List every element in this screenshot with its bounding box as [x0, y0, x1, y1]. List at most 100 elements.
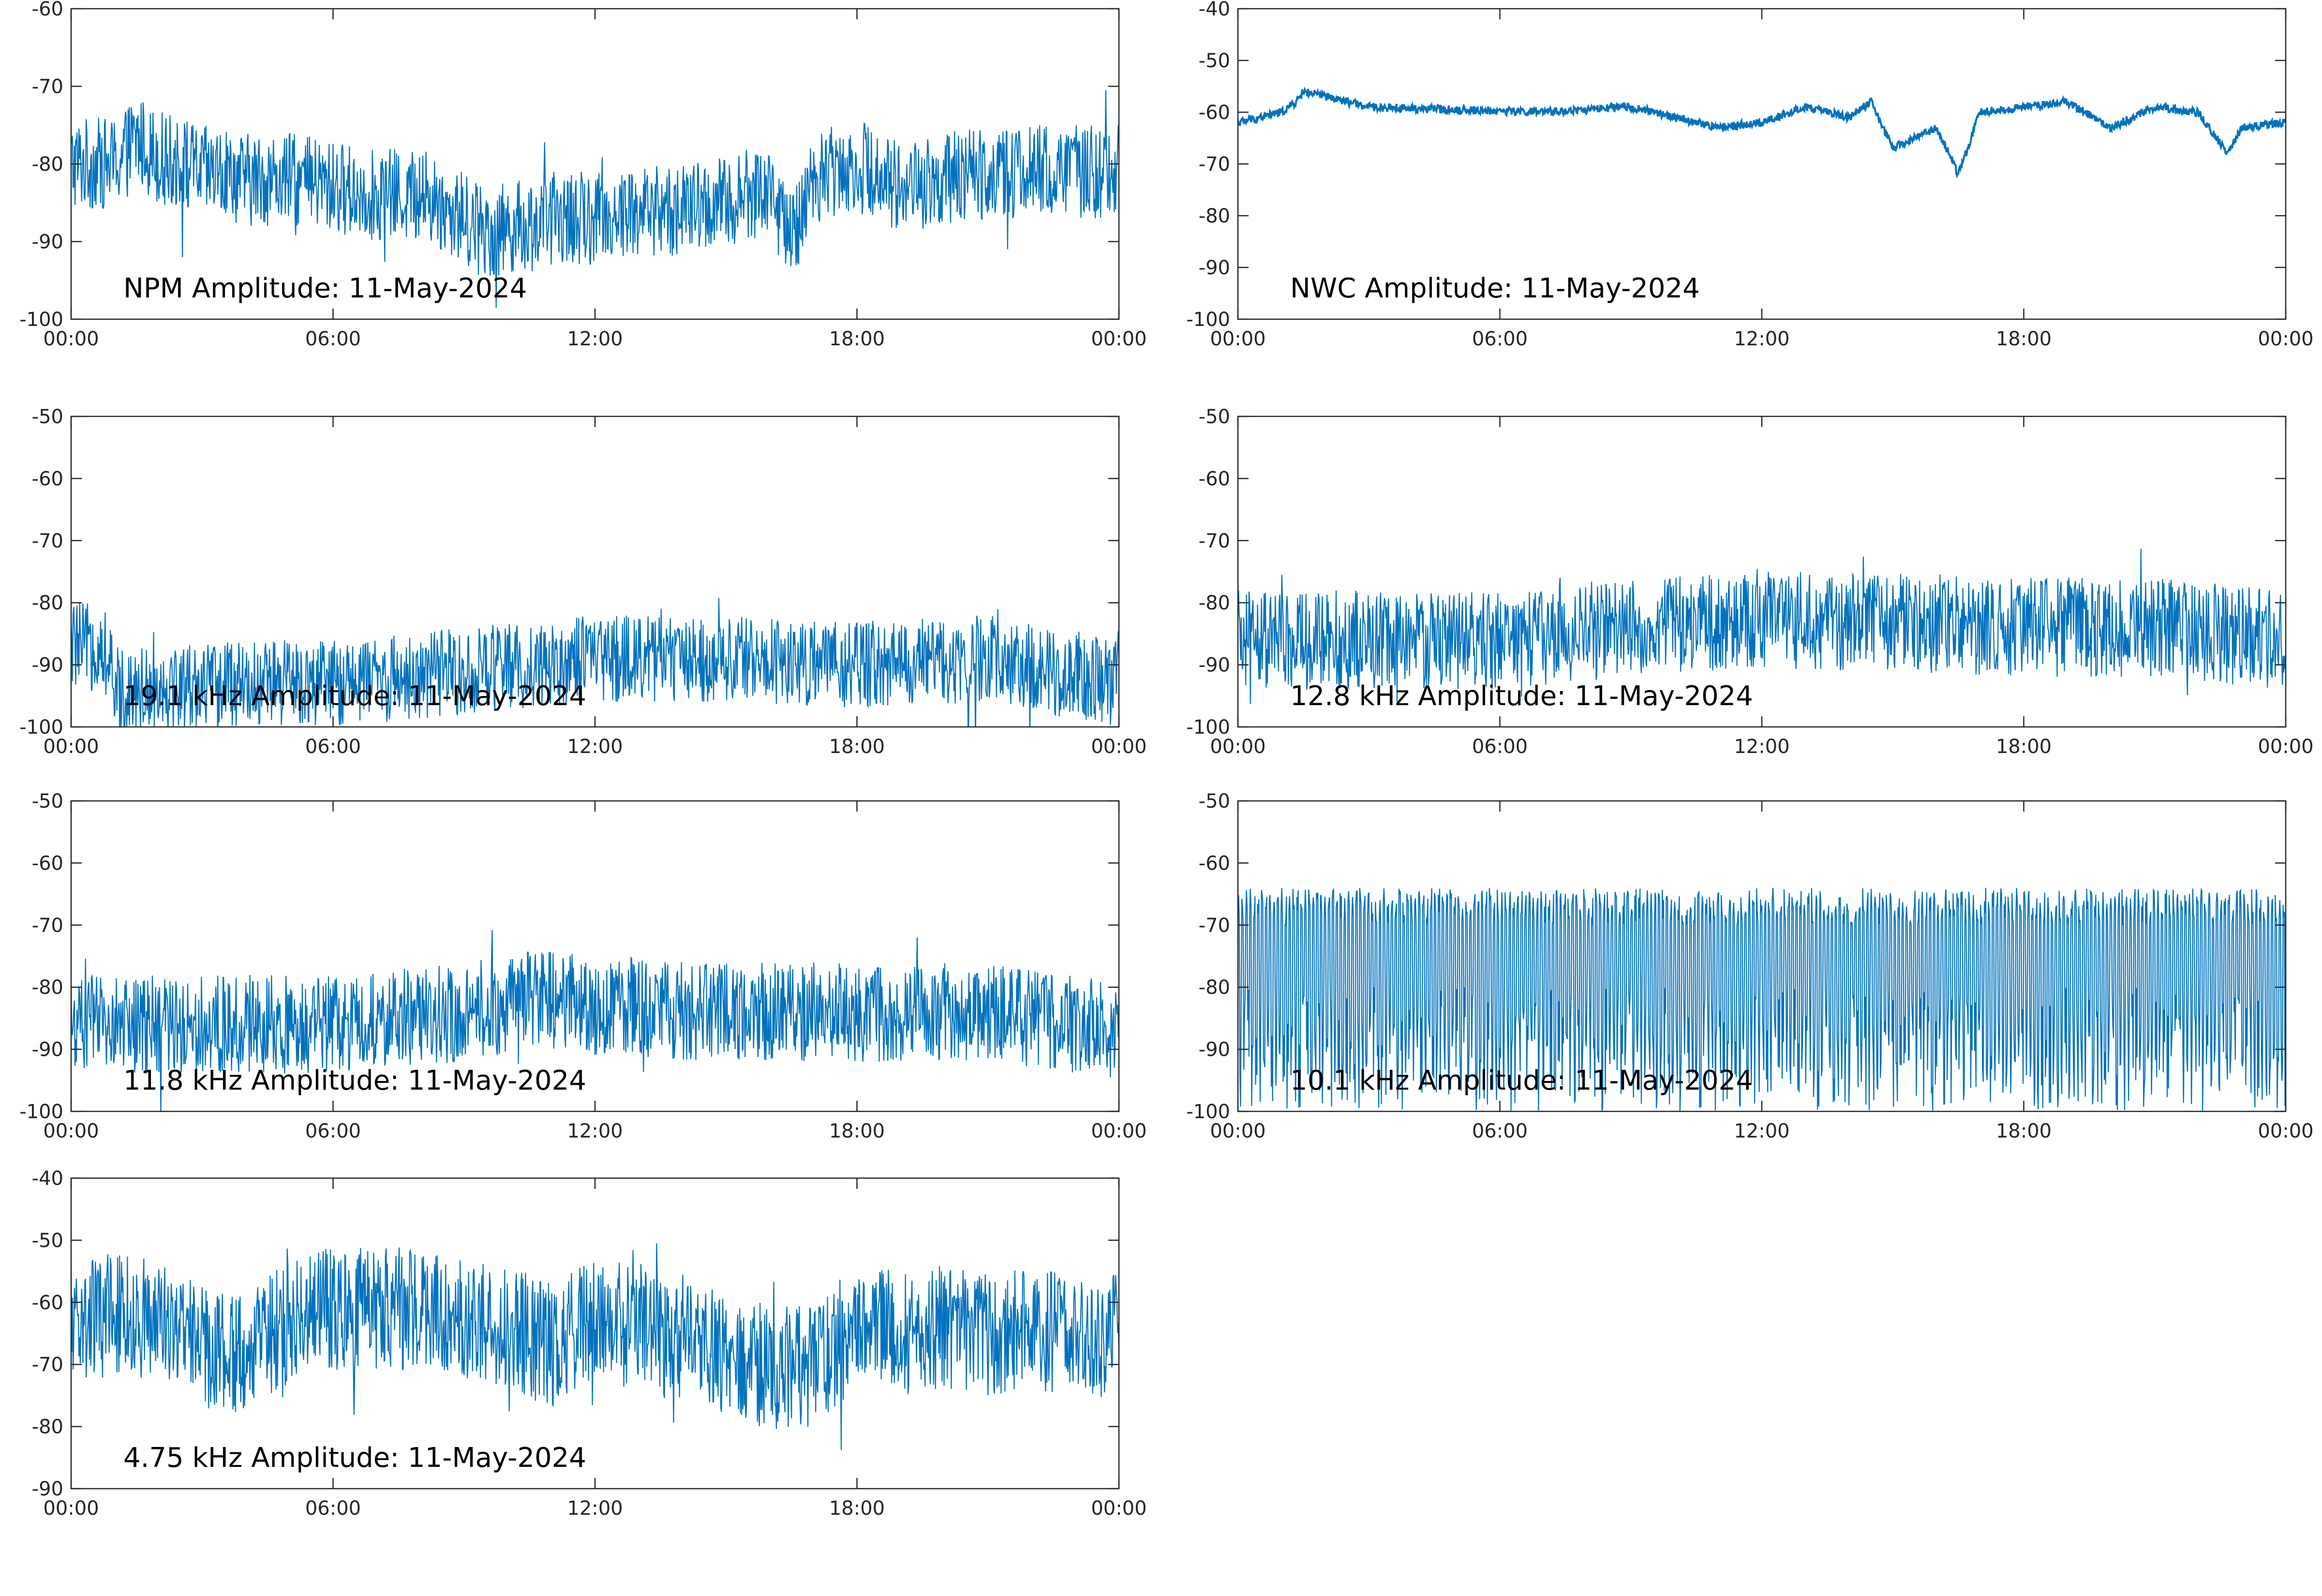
chart-title: 10.1 kHz Amplitude: 11-May-2024 — [1290, 1065, 1753, 1096]
x-tick-label: 12:00 — [567, 328, 623, 350]
y-tick-label: -60 — [32, 852, 63, 874]
y-tick-label: -70 — [1199, 915, 1230, 937]
chart-title: NPM Amplitude: 11-May-2024 — [123, 273, 527, 304]
x-tick-label: 18:00 — [829, 328, 885, 350]
y-tick-label: -60 — [32, 1292, 63, 1314]
series-line — [71, 1243, 1119, 1450]
x-tick-label: 06:00 — [305, 328, 361, 350]
y-tick-label: -100 — [19, 309, 63, 331]
y-tick-label: -80 — [32, 1416, 63, 1438]
x-tick-label: 00:00 — [43, 1120, 99, 1142]
y-tick-label: -90 — [32, 231, 63, 253]
y-tick-label: -100 — [19, 1101, 63, 1123]
chart-title: 4.75 kHz Amplitude: 11-May-2024 — [123, 1442, 586, 1474]
y-tick-label: -80 — [32, 976, 63, 999]
y-tick-label: -50 — [32, 790, 63, 813]
y-tick-label: -70 — [32, 1354, 63, 1376]
y-tick-label: -90 — [1199, 654, 1230, 677]
y-tick-label: -60 — [32, 0, 63, 20]
y-tick-label: -70 — [1199, 530, 1230, 552]
y-tick-label: -40 — [1199, 0, 1230, 20]
series-line — [71, 90, 1119, 308]
chart-title: 12.8 kHz Amplitude: 11-May-2024 — [1290, 680, 1753, 712]
y-tick-label: -70 — [32, 530, 63, 552]
series-line — [1238, 887, 2286, 1111]
x-tick-label: 00:00 — [2258, 328, 2313, 350]
y-tick-label: -60 — [1199, 852, 1230, 874]
x-tick-label: 12:00 — [567, 736, 623, 758]
series-line — [1238, 86, 2286, 179]
y-tick-label: -60 — [1199, 468, 1230, 490]
x-tick-label: 00:00 — [1210, 328, 1265, 350]
y-tick-label: -70 — [32, 76, 63, 98]
y-tick-label: -50 — [32, 1229, 63, 1252]
series-line — [1238, 548, 2286, 704]
y-tick-label: -80 — [32, 592, 63, 614]
y-tick-label: -90 — [1199, 257, 1230, 279]
y-tick-label: -60 — [32, 468, 63, 490]
x-tick-label: 06:00 — [1472, 1120, 1528, 1142]
y-tick-label: -90 — [32, 1478, 63, 1500]
y-tick-label: -40 — [32, 1167, 63, 1190]
x-tick-label: 12:00 — [567, 1497, 623, 1520]
y-tick-label: -50 — [1199, 50, 1230, 72]
x-tick-label: 06:00 — [305, 1497, 361, 1520]
y-tick-label: -80 — [32, 153, 63, 176]
y-tick-label: -70 — [32, 915, 63, 937]
chart-title: 11.8 kHz Amplitude: 11-May-2024 — [123, 1065, 586, 1096]
y-tick-label: -60 — [1199, 102, 1230, 124]
y-tick-label: -80 — [1199, 205, 1230, 227]
y-tick-label: -80 — [1199, 592, 1230, 614]
x-tick-label: 18:00 — [1996, 1120, 2052, 1142]
y-tick-label: -90 — [32, 654, 63, 677]
y-tick-label: -100 — [19, 716, 63, 739]
y-tick-label: -90 — [32, 1039, 63, 1061]
y-tick-label: -90 — [1199, 1039, 1230, 1061]
series-line — [71, 930, 1119, 1111]
y-tick-label: -50 — [1199, 406, 1230, 428]
x-tick-label: 00:00 — [2258, 1120, 2313, 1142]
x-tick-label: 06:00 — [1472, 328, 1528, 350]
x-tick-label: 18:00 — [829, 1120, 885, 1142]
x-tick-label: 18:00 — [829, 1497, 885, 1520]
y-tick-label: -100 — [1186, 1101, 1230, 1123]
x-tick-label: 00:00 — [1091, 328, 1146, 350]
x-tick-label: 12:00 — [1734, 736, 1789, 758]
x-tick-label: 06:00 — [305, 1120, 361, 1142]
x-tick-label: 00:00 — [43, 736, 99, 758]
x-tick-label: 00:00 — [43, 328, 99, 350]
x-tick-label: 12:00 — [567, 1120, 623, 1142]
x-tick-label: 06:00 — [1472, 736, 1528, 758]
chart-title: NWC Amplitude: 11-May-2024 — [1290, 273, 1700, 304]
y-tick-label: -100 — [1186, 309, 1230, 331]
series-line — [71, 598, 1119, 727]
x-tick-label: 06:00 — [305, 736, 361, 758]
x-tick-label: 00:00 — [1210, 736, 1265, 758]
x-tick-label: 12:00 — [1734, 328, 1789, 350]
y-tick-label: -50 — [1199, 790, 1230, 813]
x-tick-label: 12:00 — [1734, 1120, 1789, 1142]
x-tick-label: 00:00 — [1091, 736, 1146, 758]
y-tick-label: -80 — [1199, 976, 1230, 999]
x-tick-label: 18:00 — [829, 736, 885, 758]
x-tick-label: 00:00 — [1091, 1120, 1146, 1142]
y-tick-label: -70 — [1199, 153, 1230, 176]
x-tick-label: 18:00 — [1996, 736, 2052, 758]
x-tick-label: 00:00 — [43, 1497, 99, 1520]
x-tick-label: 18:00 — [1996, 328, 2052, 350]
x-tick-label: 00:00 — [1091, 1497, 1146, 1520]
y-tick-label: -100 — [1186, 716, 1230, 739]
y-tick-label: -50 — [32, 406, 63, 428]
x-tick-label: 00:00 — [1210, 1120, 1265, 1142]
x-tick-label: 00:00 — [2258, 736, 2313, 758]
